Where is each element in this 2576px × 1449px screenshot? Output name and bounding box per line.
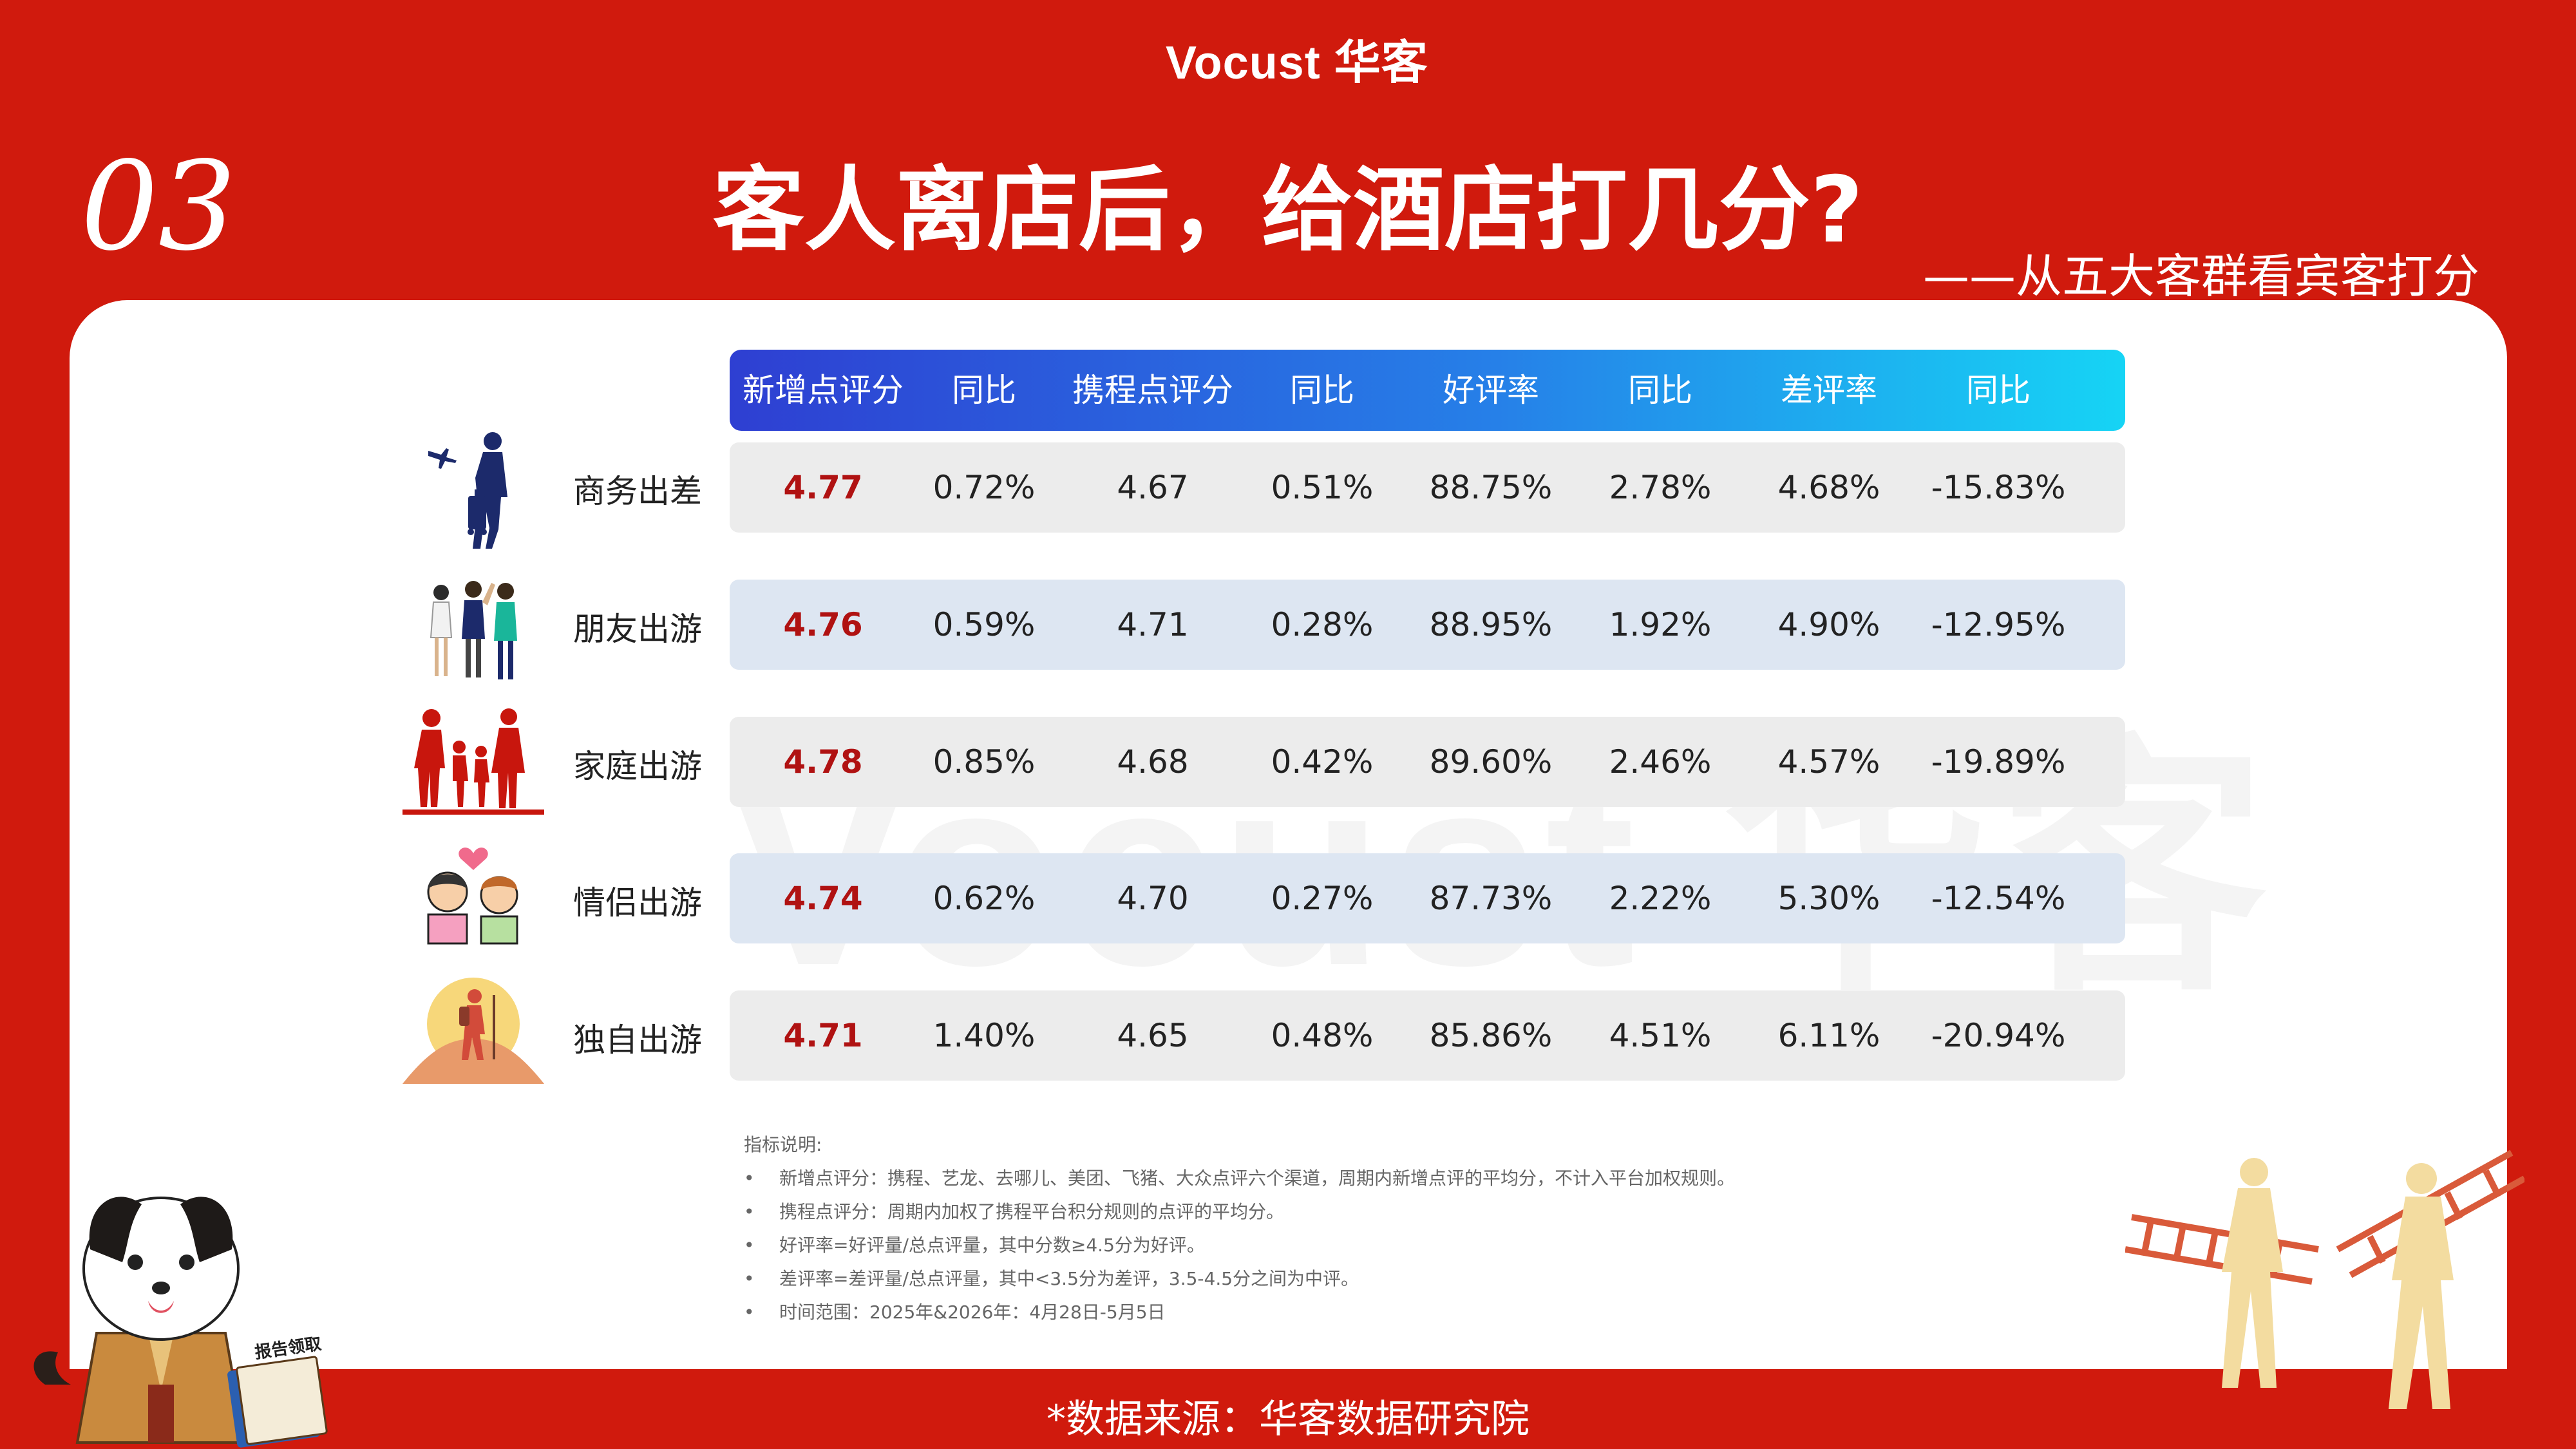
note-item: • 时间范围：2025年&2026年：4月28日-5月5日 [744, 1296, 1735, 1329]
table-cell: 88.95% [1429, 606, 1553, 643]
table-cell: -19.89% [1931, 743, 2066, 781]
header-yoy-4: 同比 [1966, 372, 2031, 409]
bullet: • [744, 1235, 755, 1256]
table-cell: -20.94% [1931, 1017, 2066, 1054]
table-cell: 2.78% [1609, 469, 1712, 506]
table-cell: 85.86% [1429, 1017, 1553, 1054]
table-cell: 4.67 [1117, 469, 1189, 506]
table-cell: 1.92% [1609, 606, 1712, 643]
segment-label: 情侣出游 [573, 884, 702, 922]
table-cell: 0.72% [933, 469, 1036, 506]
table-cell: 0.28% [1271, 606, 1374, 643]
table-cell: 2.22% [1609, 880, 1712, 917]
table-cell: 0.48% [1271, 1017, 1374, 1054]
friends-group-icon [430, 581, 517, 679]
new-review-score: 4.71 [783, 1017, 863, 1054]
header-yoy-3: 同比 [1628, 372, 1692, 409]
table-cell: 0.51% [1271, 469, 1374, 506]
business-traveler-icon [428, 432, 507, 549]
table-cell: -15.83% [1931, 469, 2066, 506]
table-cell: 4.65 [1117, 1017, 1189, 1054]
note-text: 携程点评分：周期内加权了携程平台积分规则的点评的平均分。 [779, 1201, 1285, 1222]
table-cell: 5.30% [1777, 880, 1880, 917]
table-cell: 87.73% [1429, 880, 1553, 917]
table-cell: 2.46% [1609, 743, 1712, 781]
bullet: • [744, 1302, 755, 1323]
table-cell: 0.27% [1271, 880, 1374, 917]
note-text: 时间范围：2025年&2026年：4月28日-5月5日 [779, 1302, 1166, 1323]
section-number: 03 [80, 135, 236, 278]
table-cell: 4.70 [1117, 880, 1189, 917]
table-cell: 4.90% [1777, 606, 1880, 643]
table-row: 4.71 1.40% 4.65 0.48% 85.86% 4.51% 6.11%… [730, 990, 2125, 1081]
solo-hiker-icon [402, 978, 544, 1084]
table-row: 4.76 0.59% 4.71 0.28% 88.95% 1.92% 4.90%… [730, 580, 2125, 670]
new-review-score: 4.76 [783, 606, 863, 643]
family-icon [402, 708, 544, 815]
watermark: Vocust 华客 [728, 650, 2272, 1042]
brand-logo: Vocust 华客 [1166, 37, 1428, 89]
ladder-climbers-illustration [2125, 1150, 2524, 1409]
table-cell: 0.62% [933, 880, 1036, 917]
table-cell: 0.59% [933, 606, 1036, 643]
note-item: • 携程点评分：周期内加权了携程平台积分规则的点评的平均分。 [744, 1195, 1735, 1229]
table-cell: -12.54% [1931, 880, 2066, 917]
header-new-review-score: 新增点评分 [743, 372, 904, 409]
note-item: • 差评率=差评量/总点评量，其中<3.5分为差评，3.5-4.5分之间为中评。 [744, 1262, 1735, 1296]
table-cell: 4.57% [1777, 743, 1880, 781]
table-cell: 4.68% [1777, 469, 1880, 506]
table-cell: 0.85% [933, 743, 1036, 781]
bullet: • [744, 1268, 755, 1289]
page-title: 客人离店后，给酒店打几分? [712, 157, 1864, 263]
segment-label: 商务出差 [573, 473, 702, 510]
table-cell: 1.40% [933, 1017, 1036, 1054]
table-row: 4.74 0.62% 4.70 0.27% 87.73% 2.22% 5.30%… [730, 853, 2125, 943]
page-subtitle: ——从五大客群看宾客打分 [1922, 249, 2479, 303]
header-negative-rate: 差评率 [1781, 372, 1877, 409]
data-source-footer: *数据来源：华客数据研究院 [1046, 1397, 1530, 1442]
segment-label: 独自出游 [573, 1021, 702, 1059]
table-cell: 0.42% [1271, 743, 1374, 781]
header-yoy-1: 同比 [952, 372, 1016, 409]
bullet: • [744, 1168, 755, 1189]
new-review-score: 4.74 [783, 880, 863, 917]
table-cell: 89.60% [1429, 743, 1553, 781]
metric-notes: 指标说明: • 新增点评分：携程、艺龙、去哪儿、美团、飞猪、大众点评六个渠道，周期… [744, 1128, 1735, 1329]
table-cell: 4.68 [1117, 743, 1189, 781]
note-item: • 新增点评分：携程、艺龙、去哪儿、美团、飞猪、大众点评六个渠道，周期内新增点评的… [744, 1162, 1735, 1195]
note-text: 好评率=好评量/总点评量，其中分数≥4.5分为好评。 [779, 1235, 1205, 1256]
header-positive-rate: 好评率 [1443, 372, 1539, 409]
table-cell: -12.95% [1931, 606, 2066, 643]
table-cell: 6.11% [1777, 1017, 1880, 1054]
table-cell: 4.51% [1609, 1017, 1712, 1054]
new-review-score: 4.78 [783, 743, 863, 781]
table-header: 新增点评分 同比 携程点评分 同比 好评率 同比 差评率 同比 [730, 350, 2125, 431]
table-cell: 4.71 [1117, 606, 1189, 643]
segment-label: 朋友出游 [573, 611, 702, 648]
note-text: 差评率=差评量/总点评量，其中<3.5分为差评，3.5-4.5分之间为中评。 [779, 1268, 1359, 1289]
segment-label: 家庭出游 [573, 748, 702, 785]
table-cell: 88.75% [1429, 469, 1553, 506]
table-row: 4.78 0.85% 4.68 0.42% 89.60% 2.46% 4.57%… [730, 717, 2125, 807]
note-text: 新增点评分：携程、艺龙、去哪儿、美团、飞猪、大众点评六个渠道，周期内新增点评的平… [779, 1168, 1736, 1189]
dog-mascot-illustration [33, 1197, 328, 1448]
table-row: 4.77 0.72% 4.67 0.51% 88.75% 2.78% 4.68%… [730, 442, 2125, 533]
new-review-score: 4.77 [783, 469, 863, 506]
bullet: • [744, 1201, 755, 1222]
note-item: • 好评率=好评量/总点评量，其中分数≥4.5分为好评。 [744, 1229, 1735, 1262]
notes-heading: 指标说明: [744, 1134, 822, 1155]
couple-icon [427, 848, 518, 945]
header-ctrip-score: 携程点评分 [1072, 372, 1233, 409]
header-yoy-2: 同比 [1290, 372, 1354, 409]
